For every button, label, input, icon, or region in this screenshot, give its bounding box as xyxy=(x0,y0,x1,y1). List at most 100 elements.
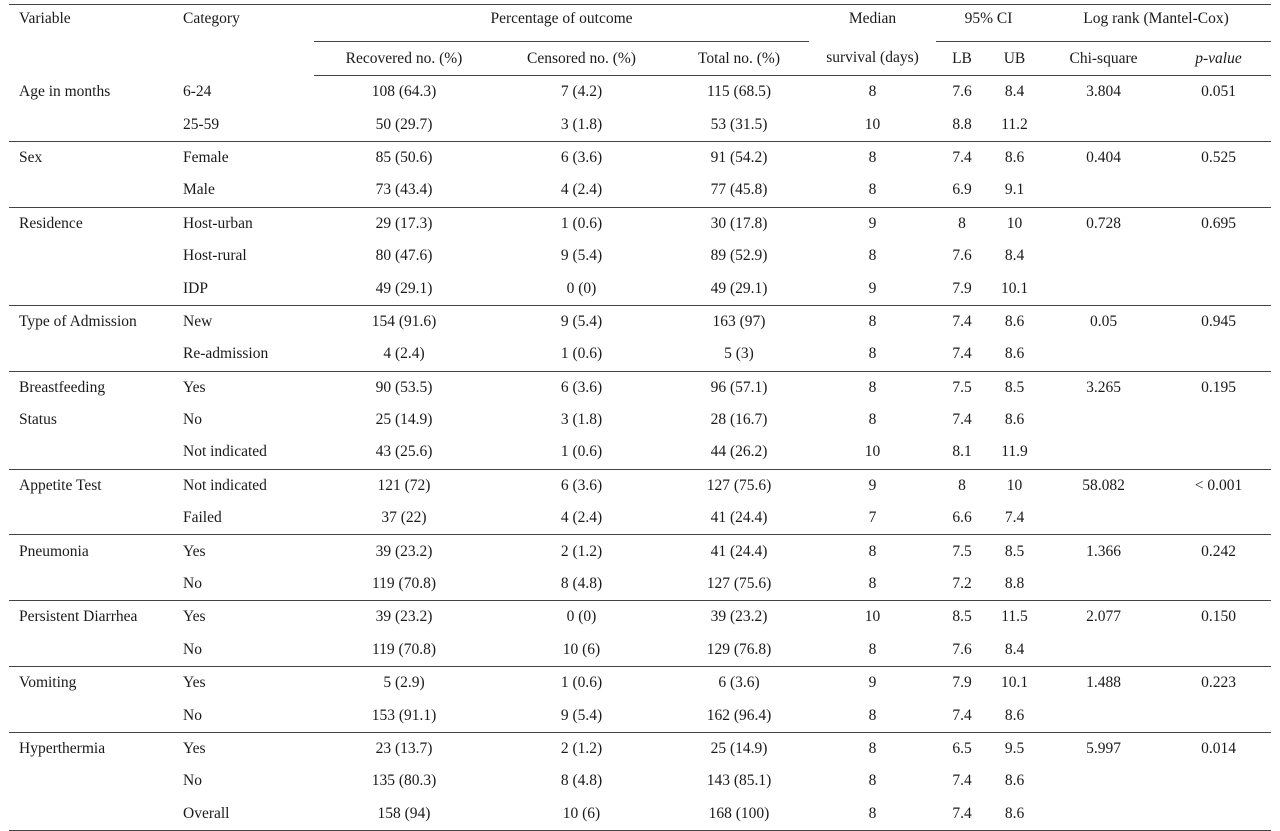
cell-censored: 9 (5.4) xyxy=(494,304,669,339)
table-row: Not indicated 43 (25.6) 1 (0.6) 44 (26.2) 10… xyxy=(9,436,1271,469)
cell-total: 6 (3.6) xyxy=(669,666,809,700)
cell-chi-square: 1.488 xyxy=(1041,666,1167,700)
cell-variable: Vomiting xyxy=(9,666,179,700)
cell-recovered: 85 (50.6) xyxy=(314,140,494,175)
cell-censored: 2 (1.2) xyxy=(494,534,669,568)
cell-censored: 1 (0.6) xyxy=(494,666,669,700)
table-row: Host-rural 80 (47.6) 9 (5.4) 89 (52.9) 8 7.6 8… xyxy=(9,240,1271,272)
cell-ub: 11.2 xyxy=(1001,115,1028,133)
cell-category: Re-admission xyxy=(183,345,269,363)
cell-variable: Appetite Test xyxy=(9,468,179,503)
cell-variable: Sex xyxy=(9,140,179,175)
cell-recovered: 29 (17.3) xyxy=(314,206,494,240)
cell-lb: 8.1 xyxy=(952,443,972,461)
cell-chi-square: 2.077 xyxy=(1041,600,1167,634)
cell-p-value xyxy=(1166,404,1271,436)
cell-chi-square xyxy=(1041,634,1166,667)
cell-lb: 7.9 xyxy=(952,279,972,297)
cell-censored: 8 (4.8) xyxy=(560,575,603,593)
cell-p-value xyxy=(1166,108,1271,141)
cell-category: Yes xyxy=(179,731,314,766)
cell-p-value xyxy=(1166,174,1271,207)
cell-total: 168 (100) xyxy=(708,804,770,822)
cell-chi-square: 0.05 xyxy=(1041,304,1167,339)
cell-recovered: 90 (53.5) xyxy=(314,370,494,404)
table-row: Male 73 (43.4) 4 (2.4) 77 (45.8) 8 6.9 9.1 xyxy=(9,174,1271,207)
cell-censored: 0 (0) xyxy=(494,600,669,634)
cell-total: 44 (26.2) xyxy=(710,443,768,461)
cell-p-value xyxy=(1166,240,1271,272)
cell-total: 96 (57.1) xyxy=(669,370,809,404)
cell-censored: 6 (3.6) xyxy=(494,140,669,175)
cell-recovered: 108 (64.3) xyxy=(371,83,437,101)
cell-censored: 9 (5.4) xyxy=(560,706,603,724)
cell-variable xyxy=(9,436,179,469)
cell-p-value: 0.150 xyxy=(1166,600,1272,634)
cell-chi-square: 58.082 xyxy=(1041,468,1167,503)
cell-median: 8 xyxy=(868,181,877,199)
cell-total: 77 (45.8) xyxy=(710,181,768,199)
cell-ub: 8.8 xyxy=(1004,575,1025,593)
cell-recovered: 4 (2.4) xyxy=(383,345,425,363)
cell-recovered: 80 (47.6) xyxy=(375,247,433,265)
cell-ub: 10.1 xyxy=(1000,279,1029,297)
cell-category: Host-urban xyxy=(179,206,314,240)
cell-lb: 7.9 xyxy=(936,666,988,700)
cell-variable xyxy=(9,272,179,305)
header-total: Total no. (%) xyxy=(669,41,809,76)
table-row: No 153 (91.1) 9 (5.4) 162 (96.4) 8 7.4 8.6 xyxy=(9,699,1271,732)
cell-total: 30 (17.8) xyxy=(669,206,809,240)
header-lb: LB xyxy=(936,41,988,76)
cell-lb: 7.4 xyxy=(952,804,972,822)
cell-p-value xyxy=(1166,272,1271,305)
cell-chi-square: 0.728 xyxy=(1041,206,1167,240)
cell-censored: 10 (6) xyxy=(562,804,601,822)
cell-category: Yes xyxy=(179,534,314,568)
cell-median: 8 xyxy=(868,706,877,724)
cell-lb: 7.5 xyxy=(936,370,988,404)
cell-total: 91 (54.2) xyxy=(669,140,809,175)
cell-chi-square xyxy=(1041,568,1166,601)
cell-variable: Persistent Diarrhea xyxy=(9,600,179,634)
cell-censored: 7 (4.2) xyxy=(560,83,603,101)
cell-recovered: 73 (43.4) xyxy=(375,181,433,199)
cell-lb: 6.5 xyxy=(936,731,988,766)
cell-lb: 7.4 xyxy=(952,345,972,363)
cell-censored: 6 (3.6) xyxy=(494,468,669,503)
cell-lb: 7.6 xyxy=(952,247,972,265)
cell-lb: 8.8 xyxy=(952,115,972,133)
cell-total: 89 (52.9) xyxy=(710,247,768,265)
cell-chi-square xyxy=(1041,436,1166,469)
cell-p-value xyxy=(1166,568,1271,601)
cell-category: Yes xyxy=(179,600,314,634)
cell-category: Host-rural xyxy=(183,247,247,265)
cell-variable xyxy=(9,338,179,371)
cell-recovered: 23 (13.7) xyxy=(314,731,494,766)
cell-censored: 1 (0.6) xyxy=(494,206,669,240)
cell-lb: 7.2 xyxy=(952,575,972,593)
header-variable: Variable xyxy=(19,10,71,27)
table-row: Age in months 6-24 108 (64.3) 7 (4.2) 115 (6… xyxy=(9,76,1271,109)
cell-recovered: 119 (70.8) xyxy=(372,575,436,593)
table-row: IDP 49 (29.1) 0 (0) 49 (29.1) 9 7.9 10.1 xyxy=(9,272,1271,305)
cell-p-value xyxy=(1166,765,1271,797)
cell-total: 28 (16.7) xyxy=(710,411,768,429)
header-chi-square: Chi-square xyxy=(1041,41,1167,76)
cell-p-value: 0.945 xyxy=(1166,304,1272,339)
cell-lb: 7.6 xyxy=(952,640,972,658)
cell-ub: 8.6 xyxy=(988,140,1042,175)
cell-recovered: 43 (25.6) xyxy=(375,443,433,461)
cell-censored: 10 (6) xyxy=(562,640,601,658)
cell-median: 8 xyxy=(868,345,877,363)
cell-lb: 7.5 xyxy=(936,534,988,568)
cell-total: 41 (24.4) xyxy=(710,509,768,527)
cell-censored: 8 (4.8) xyxy=(560,772,603,790)
cell-variable xyxy=(9,634,179,667)
cell-category: 25-59 xyxy=(183,115,220,133)
cell-median: 9 xyxy=(809,666,936,700)
table-row: No 135 (80.3) 8 (4.8) 143 (85.1) 8 7.4 8.6 xyxy=(9,765,1271,797)
cell-median: 8 xyxy=(868,575,877,593)
cell-recovered: 158 (94) xyxy=(377,804,431,822)
table-row: No 119 (70.8) 8 (4.8) 127 (75.6) 8 7.2 8.8 xyxy=(9,568,1271,601)
cell-variable: Breastfeeding xyxy=(9,370,179,404)
